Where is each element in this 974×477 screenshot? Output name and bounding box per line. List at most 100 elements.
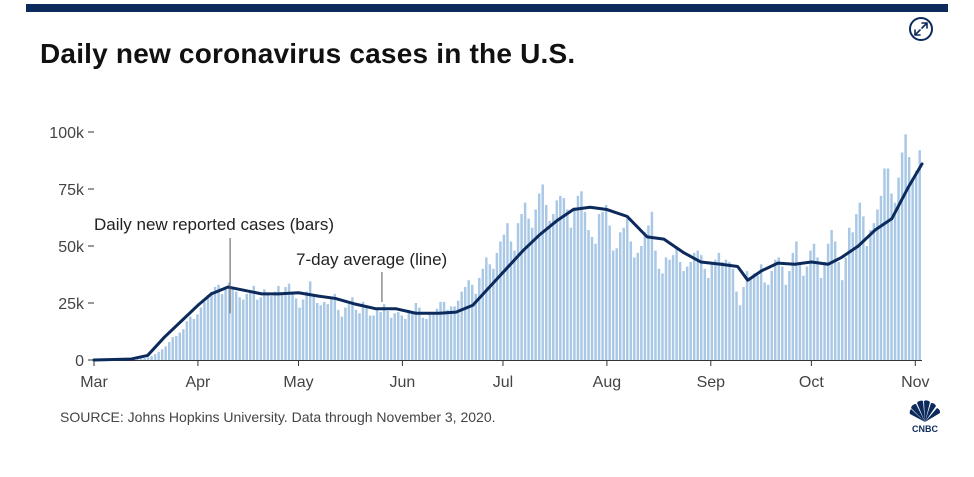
bar [759,264,763,360]
bar [879,195,883,360]
bar [361,301,365,360]
y-tick-label: 25k [58,296,85,313]
bar [802,275,805,360]
bar [650,211,654,360]
bar [425,318,428,360]
bar [752,273,756,360]
bar [252,285,256,360]
expand-icon[interactable] [909,17,933,41]
x-tick-label: Sep [697,374,726,391]
bar [404,318,407,360]
bar [795,241,798,360]
bar [604,204,608,360]
bar [904,134,907,360]
bar [545,204,548,360]
bar [608,225,611,360]
bar [707,277,710,360]
bar [291,293,294,360]
bar [185,321,189,360]
bar [527,218,530,360]
bar [499,241,502,360]
bar [509,241,513,360]
bar [393,313,396,360]
bar [502,234,506,360]
y-tick-label: 100k [49,125,85,142]
bar [238,297,241,360]
bar [629,241,633,360]
chart-title: Daily new coronavirus cases in the U.S. [40,38,576,69]
bar [714,259,717,360]
bar [833,241,837,360]
bar [277,285,280,360]
bar [537,193,541,360]
bar [587,230,590,360]
cnbc-logo: CNBC [902,398,948,434]
bar [523,202,527,360]
bar [615,248,618,360]
bar [735,291,738,360]
bar [914,170,918,360]
bar [774,259,777,360]
bar [700,255,703,360]
bar [826,243,830,360]
bar [428,312,432,360]
bar [664,257,668,360]
bar [597,214,601,360]
bar [823,261,826,360]
bar [506,223,509,360]
bar [918,150,921,360]
bar [178,332,182,360]
bar [840,280,844,360]
bar [442,301,446,360]
bar [647,225,650,360]
bar [435,308,439,360]
bar [812,243,816,360]
bar [432,314,435,360]
bar [196,314,199,360]
bar [516,223,520,360]
bar [315,303,319,360]
bar [139,358,143,360]
bar [710,261,714,360]
bar [728,261,731,360]
bar [781,266,784,360]
bar [354,309,358,360]
bar [333,293,337,360]
bar [569,227,573,360]
bar [633,257,636,360]
bar [566,209,569,360]
bar [411,313,414,360]
bar [530,227,534,360]
bar [446,309,449,360]
bar [749,277,752,360]
bar [298,307,301,360]
bar [886,168,890,360]
bar [284,287,287,360]
bar [907,157,911,360]
bar [580,191,583,360]
bar [389,317,393,360]
bar [143,357,146,360]
bar [340,316,344,360]
bar [294,298,298,360]
bar [319,305,322,360]
bar [541,184,544,360]
bar [492,268,495,360]
bar [481,268,485,360]
bar [844,257,847,360]
bar [386,310,389,360]
bar [347,304,351,360]
x-tick-label: Jun [390,374,416,391]
bar [495,252,499,360]
bar [351,297,354,360]
bar [848,227,851,360]
bar [643,232,647,360]
bar [671,255,675,360]
bar [453,306,456,360]
bar [231,287,234,360]
bar [263,289,266,360]
bar [770,271,773,360]
bar [897,177,900,360]
bar [358,313,361,360]
